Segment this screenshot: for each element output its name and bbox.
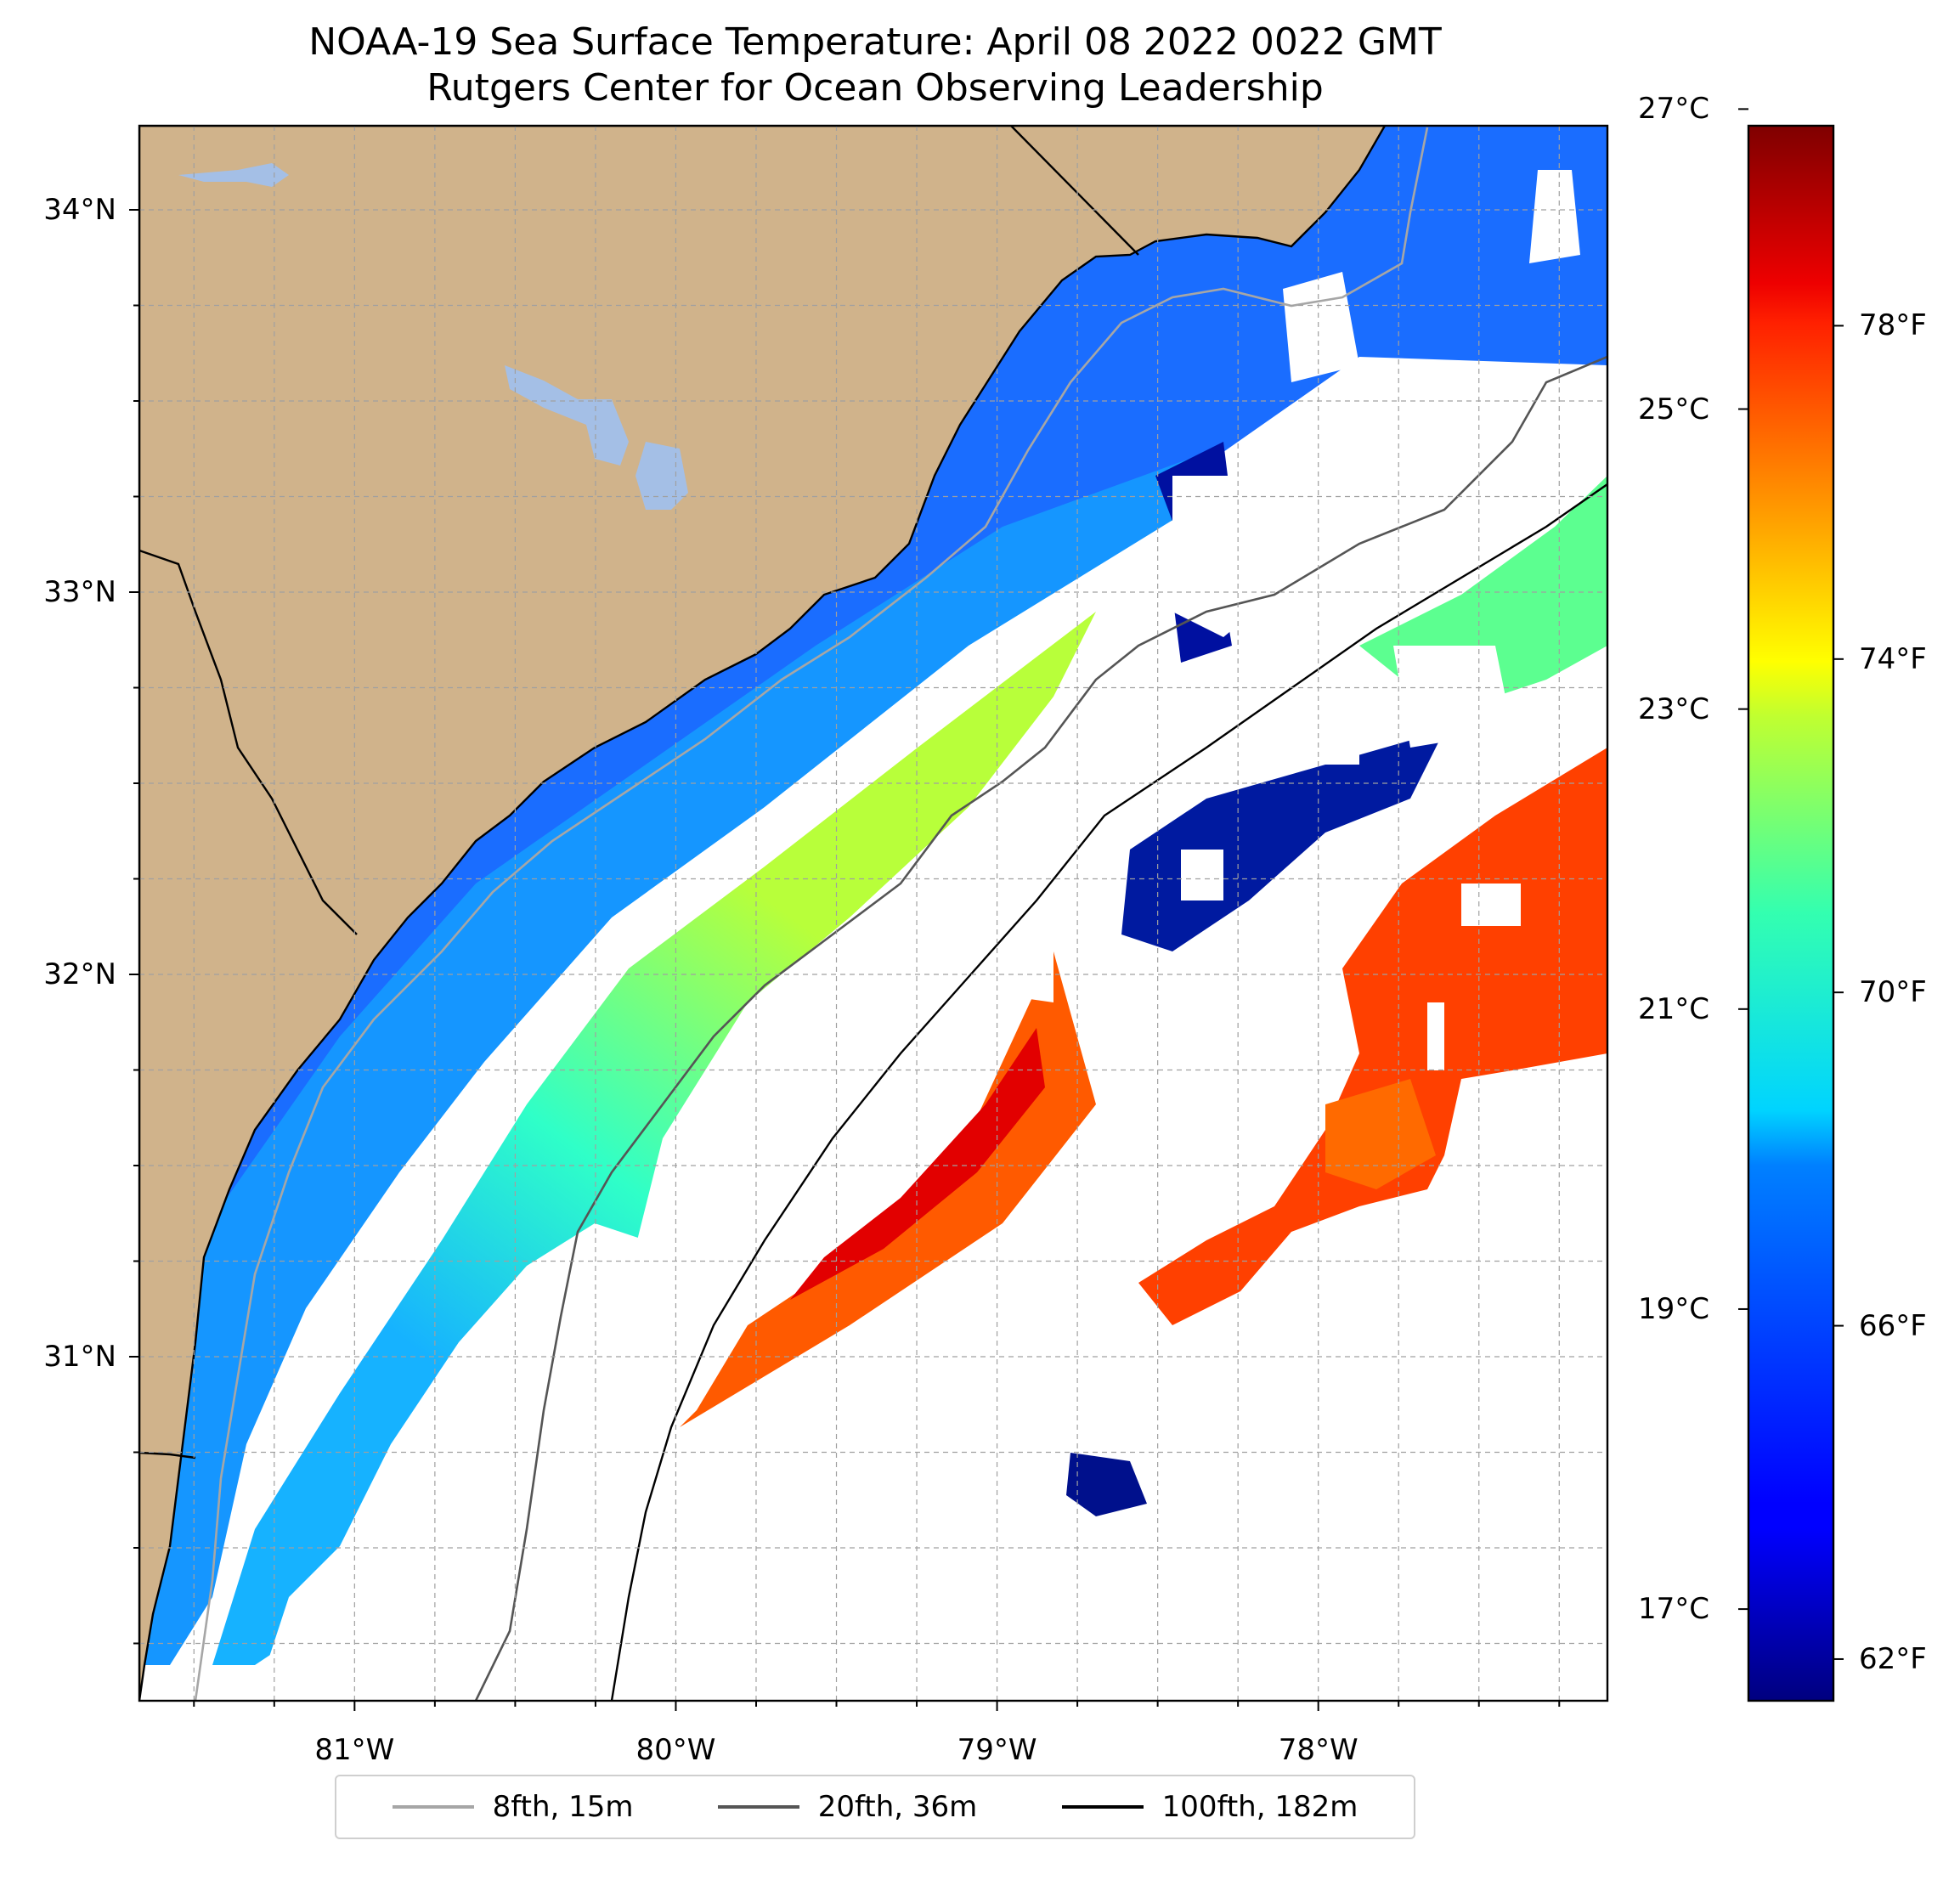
celsius-tick-label: 25°C xyxy=(1638,392,1710,426)
colorbar-ticks xyxy=(1738,108,1844,1660)
fahrenheit-tick-label: 62°F xyxy=(1859,1641,1927,1676)
warm-patch-southeast xyxy=(1325,1079,1436,1189)
fahrenheit-tick-label: 70°F xyxy=(1859,975,1927,1010)
fahrenheit-tick-label: 78°F xyxy=(1859,308,1927,343)
chart-title: NOAA-19 Sea Surface Temperature: April 0… xyxy=(308,20,1442,64)
lon-tick-label: 80°W xyxy=(635,1733,716,1767)
land-mass xyxy=(139,126,1387,1701)
lake-marion xyxy=(505,365,629,466)
colorbar xyxy=(1747,124,1835,1702)
celsius-tick-label: 19°C xyxy=(1638,1291,1710,1326)
celsius-tick-label: 27°C xyxy=(1638,92,1710,127)
fahrenheit-tick-label: 66°F xyxy=(1859,1308,1927,1343)
lat-tick-label: 31°N xyxy=(43,1340,116,1374)
isobath-20fth xyxy=(474,355,1607,1701)
celsius-tick-label: 17°C xyxy=(1638,1592,1710,1627)
lake-north xyxy=(178,163,289,187)
legend-line-swatch xyxy=(1061,1805,1144,1809)
lon-tick-label: 81°W xyxy=(314,1733,395,1767)
map-area xyxy=(139,126,1607,1701)
chart-subtitle: Rutgers Center for Ocean Observing Leade… xyxy=(426,66,1324,110)
lake-moultrie xyxy=(635,442,688,510)
isobath-8fth xyxy=(194,127,1429,1701)
map-axis-ticks xyxy=(129,209,1561,1711)
legend-label: 20fth, 36m xyxy=(817,1790,978,1824)
mid-shelf-sst-region xyxy=(139,459,1189,1665)
lat-tick-label: 33°N xyxy=(43,575,116,609)
state-border-ga-fl xyxy=(139,1451,196,1459)
isobath-legend: 8fth, 15m 20fth, 36m 100fth, 182m xyxy=(335,1775,1415,1839)
legend-line-swatch xyxy=(717,1805,799,1809)
lat-tick-label: 32°N xyxy=(43,957,116,991)
celsius-tick-label: 23°C xyxy=(1638,692,1710,726)
legend-item: 20fth, 36m xyxy=(717,1790,978,1824)
state-border-nc-sc xyxy=(1010,126,1139,256)
legend-item: 100fth, 182m xyxy=(1061,1790,1358,1824)
fahrenheit-tick-label: 74°F xyxy=(1859,641,1927,676)
lon-tick-label: 78°W xyxy=(1278,1733,1358,1767)
map-gridlines xyxy=(139,126,1607,1701)
legend-line-swatch xyxy=(392,1805,474,1809)
map-frame xyxy=(138,124,1609,1702)
cloud-mask-southwest xyxy=(255,1223,663,1701)
state-border-sc-ga xyxy=(139,549,358,935)
gulf-stream-warm-band xyxy=(680,951,1096,1427)
celsius-tick-label: 21°C xyxy=(1638,991,1710,1026)
gulf-stream-core xyxy=(790,1028,1045,1300)
legend-label: 8fth, 15m xyxy=(492,1790,634,1824)
lon-tick-label: 79°W xyxy=(957,1733,1037,1767)
isobath-100fth xyxy=(610,483,1607,1701)
lat-tick-label: 34°N xyxy=(43,193,116,227)
legend-label: 100fth, 182m xyxy=(1161,1790,1358,1824)
legend-item: 8fth, 15m xyxy=(392,1790,634,1824)
